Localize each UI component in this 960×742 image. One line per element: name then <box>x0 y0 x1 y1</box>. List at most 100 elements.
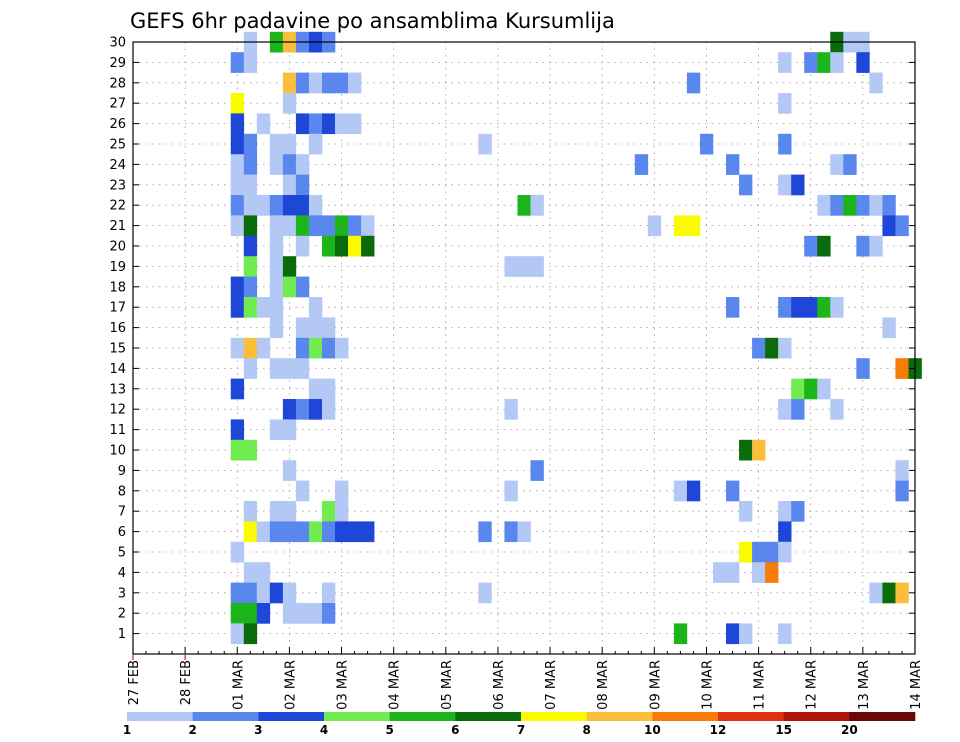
data-cell <box>295 215 310 237</box>
data-cell <box>817 52 831 73</box>
data-cell <box>726 562 740 583</box>
data-cell <box>282 460 297 481</box>
data-cell <box>230 439 245 461</box>
data-cell <box>817 378 831 400</box>
y-tick-label: 13 <box>109 382 126 397</box>
data-cell <box>295 358 310 379</box>
y-tick-label: 24 <box>109 158 126 173</box>
data-cell <box>361 215 375 237</box>
legend-swatch <box>455 712 522 721</box>
data-cell <box>230 276 245 298</box>
legend-label: 4 <box>320 723 328 737</box>
data-cell <box>765 562 779 583</box>
x-tick-label: 13 MAR <box>857 660 872 710</box>
data-cell <box>752 562 766 583</box>
data-cell <box>504 480 518 502</box>
data-cell <box>295 521 310 543</box>
data-cells <box>230 31 922 645</box>
legend-label: 12 <box>710 723 727 737</box>
data-cell <box>230 133 245 155</box>
data-cell <box>673 215 688 237</box>
data-cell <box>230 378 245 400</box>
data-cell <box>321 521 336 543</box>
x-tick-label: 28 FEB <box>179 660 194 705</box>
legend-label: 2 <box>188 723 196 737</box>
data-cell <box>282 358 297 379</box>
data-cell <box>530 195 544 216</box>
data-cell <box>726 154 740 175</box>
data-cell <box>269 256 284 277</box>
data-cell <box>752 541 766 563</box>
data-cell <box>686 72 701 94</box>
data-cell <box>830 154 844 175</box>
data-cell <box>243 154 258 175</box>
data-cell <box>348 113 362 135</box>
data-cell <box>269 358 284 379</box>
data-cell <box>243 235 258 257</box>
y-tick-label: 30 <box>109 36 126 51</box>
data-cell <box>321 603 336 624</box>
data-cell <box>230 113 245 135</box>
data-cell <box>869 582 883 604</box>
legend-label: 15 <box>775 723 792 737</box>
data-cell <box>843 195 857 216</box>
data-cell <box>869 72 883 94</box>
y-tick-label: 12 <box>109 403 126 418</box>
x-tick-label: 12 MAR <box>805 660 820 710</box>
data-cell <box>752 337 766 359</box>
data-cell <box>843 154 857 175</box>
data-cell <box>282 521 297 543</box>
data-cell <box>282 419 297 441</box>
data-cell <box>830 195 844 216</box>
data-cell <box>308 133 323 155</box>
x-tick-label: 09 MAR <box>648 660 663 710</box>
data-cell <box>230 337 245 359</box>
x-tick-label: 27 FEB <box>127 660 142 705</box>
chart-title: GEFS 6hr padavine po ansamblima Kursumli… <box>130 9 615 33</box>
data-cell <box>647 215 662 237</box>
data-cell <box>256 337 271 359</box>
data-cell <box>256 562 271 583</box>
data-cell <box>335 521 349 543</box>
data-cell <box>256 582 271 604</box>
data-cell <box>282 256 297 277</box>
y-tick-label: 8 <box>118 484 126 499</box>
data-cell <box>295 113 310 135</box>
data-cell <box>269 276 284 298</box>
y-tick-label: 3 <box>118 586 126 601</box>
data-cell <box>269 215 284 237</box>
data-cell <box>282 72 297 94</box>
data-cell <box>673 623 688 645</box>
y-tick-label: 11 <box>109 423 126 438</box>
y-tick-label: 29 <box>109 56 126 71</box>
data-cell <box>243 623 258 645</box>
data-cell <box>752 439 766 461</box>
data-cell <box>308 317 323 339</box>
y-tick-label: 16 <box>109 321 126 336</box>
data-cell <box>282 174 297 196</box>
data-cell <box>230 52 245 73</box>
data-cell <box>726 623 740 645</box>
data-cell <box>243 562 258 583</box>
data-cell <box>804 378 818 400</box>
data-cell <box>504 399 518 420</box>
data-cell <box>321 215 336 237</box>
data-cell <box>230 582 245 604</box>
y-tick-label: 17 <box>109 301 126 316</box>
y-tick-label: 22 <box>109 199 126 214</box>
data-cell <box>321 317 336 339</box>
data-cell <box>739 439 753 461</box>
data-cell <box>269 297 284 318</box>
data-cell <box>856 195 870 216</box>
data-cell <box>778 174 792 196</box>
legend-label: 8 <box>582 723 590 737</box>
data-cell <box>348 215 362 237</box>
data-cell <box>243 582 258 604</box>
data-cell <box>517 195 531 216</box>
data-cell <box>256 521 271 543</box>
data-cell <box>361 521 375 543</box>
legend-swatch <box>586 712 653 721</box>
data-cell <box>335 235 349 257</box>
x-tick-label: 05 MAR <box>440 660 455 710</box>
